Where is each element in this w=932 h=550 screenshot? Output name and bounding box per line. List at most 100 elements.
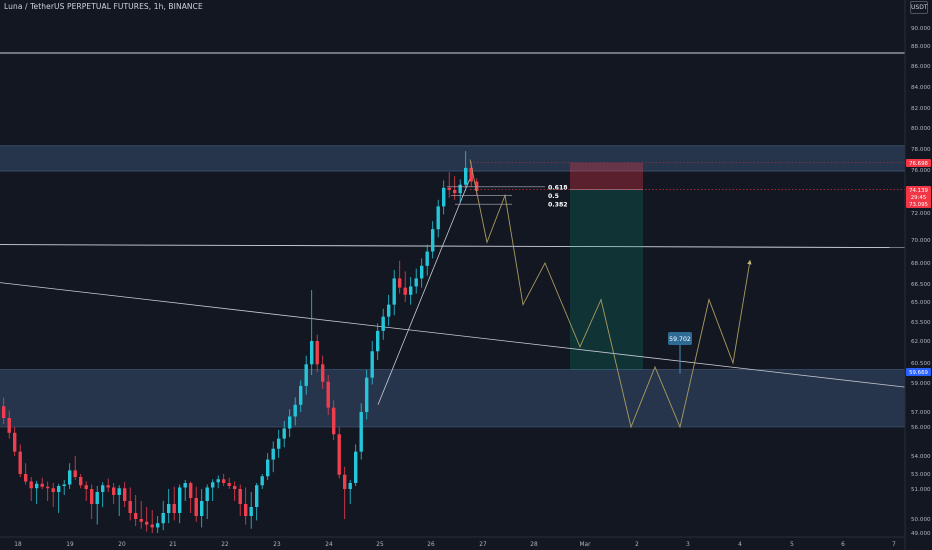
- candle[interactable]: [139, 501, 143, 529]
- candle[interactable]: [442, 180, 446, 215]
- candle[interactable]: [35, 480, 39, 504]
- candle[interactable]: [101, 482, 105, 507]
- projected-price-path[interactable]: [469, 159, 752, 429]
- callout-box[interactable]: [668, 332, 692, 345]
- candle[interactable]: [62, 480, 66, 495]
- candle[interactable]: [29, 477, 33, 501]
- horizontal-line[interactable]: [0, 244, 906, 249]
- candle[interactable]: [414, 268, 418, 294]
- candle[interactable]: [205, 484, 209, 520]
- candle[interactable]: [112, 483, 116, 504]
- candle[interactable]: [200, 489, 204, 528]
- candle[interactable]: [288, 409, 292, 438]
- candle[interactable]: [392, 270, 396, 316]
- candle[interactable]: [13, 427, 17, 456]
- price-badge[interactable]: 76.698: [906, 159, 931, 167]
- candle[interactable]: [189, 481, 193, 514]
- candle[interactable]: [370, 341, 374, 385]
- candle[interactable]: [2, 397, 6, 425]
- candle[interactable]: [398, 260, 402, 294]
- candle[interactable]: [315, 334, 319, 373]
- candle[interactable]: [156, 516, 160, 533]
- currency-unit-badge[interactable]: USDT: [910, 1, 928, 14]
- candle[interactable]: [7, 410, 11, 439]
- candle[interactable]: [304, 355, 308, 395]
- candle[interactable]: [282, 421, 286, 448]
- candle[interactable]: [293, 397, 297, 426]
- candle[interactable]: [332, 400, 336, 441]
- take-profit-zone[interactable]: [570, 189, 643, 370]
- candle[interactable]: [343, 466, 347, 519]
- candle[interactable]: [194, 486, 198, 522]
- candle[interactable]: [425, 244, 429, 276]
- candle[interactable]: [68, 463, 72, 489]
- candle[interactable]: [90, 484, 94, 520]
- candle[interactable]: [321, 355, 325, 389]
- candle[interactable]: [178, 484, 182, 524]
- candle[interactable]: [145, 507, 149, 532]
- candle[interactable]: [337, 427, 341, 479]
- candle[interactable]: [183, 480, 187, 501]
- candle[interactable]: [51, 483, 55, 507]
- candle[interactable]: [216, 475, 220, 489]
- candle[interactable]: [260, 474, 264, 489]
- candle[interactable]: [123, 482, 127, 507]
- candle[interactable]: [310, 290, 314, 375]
- candle[interactable]: [381, 308, 385, 340]
- stop-loss-zone[interactable]: [570, 162, 643, 190]
- candle[interactable]: [24, 463, 28, 485]
- candle[interactable]: [222, 474, 226, 486]
- candle[interactable]: [227, 477, 231, 489]
- candle[interactable]: [249, 492, 253, 529]
- candle[interactable]: [172, 486, 176, 521]
- candle[interactable]: [458, 179, 462, 202]
- candle[interactable]: [326, 375, 330, 415]
- candle[interactable]: [387, 294, 391, 326]
- candle[interactable]: [95, 486, 99, 525]
- candle[interactable]: [359, 403, 363, 460]
- candle[interactable]: [40, 477, 44, 489]
- trendline[interactable]: [377, 178, 471, 405]
- candle[interactable]: [244, 487, 248, 525]
- candle[interactable]: [266, 453, 270, 480]
- candle[interactable]: [73, 456, 77, 480]
- trendline[interactable]: [0, 282, 932, 391]
- candle[interactable]: [150, 510, 154, 533]
- candle[interactable]: [464, 151, 468, 191]
- price-axis-panel[interactable]: [905, 0, 932, 550]
- candle[interactable]: [403, 271, 407, 302]
- candle[interactable]: [233, 481, 237, 502]
- price-badge[interactable]: 59.669: [906, 368, 931, 376]
- candle[interactable]: [57, 483, 61, 513]
- candle[interactable]: [18, 444, 22, 477]
- candle[interactable]: [211, 479, 215, 501]
- candle[interactable]: [161, 501, 165, 531]
- candle[interactable]: [436, 199, 440, 238]
- candle[interactable]: [365, 369, 369, 420]
- candle[interactable]: [238, 484, 242, 517]
- price-badge[interactable]: 29:45: [906, 193, 931, 201]
- candle[interactable]: [134, 495, 138, 526]
- candle[interactable]: [255, 483, 259, 521]
- candle[interactable]: [376, 323, 380, 361]
- candle[interactable]: [46, 481, 50, 502]
- price-badge[interactable]: 74.139: [906, 186, 931, 194]
- supply-zone[interactable]: [0, 145, 905, 172]
- demand-zone[interactable]: [0, 369, 905, 427]
- candle[interactable]: [277, 429, 281, 458]
- candle[interactable]: [409, 277, 413, 305]
- candle[interactable]: [354, 444, 358, 486]
- candle[interactable]: [79, 474, 83, 489]
- candle[interactable]: [299, 380, 303, 412]
- candle[interactable]: [348, 480, 352, 504]
- candle[interactable]: [167, 489, 171, 524]
- candle[interactable]: [447, 172, 451, 198]
- candle[interactable]: [128, 487, 132, 521]
- candle[interactable]: [106, 478, 110, 493]
- price-badge[interactable]: 73.095: [906, 200, 931, 208]
- candle[interactable]: [431, 221, 435, 259]
- candle[interactable]: [420, 258, 424, 288]
- candle[interactable]: [271, 441, 275, 473]
- candle[interactable]: [84, 481, 88, 502]
